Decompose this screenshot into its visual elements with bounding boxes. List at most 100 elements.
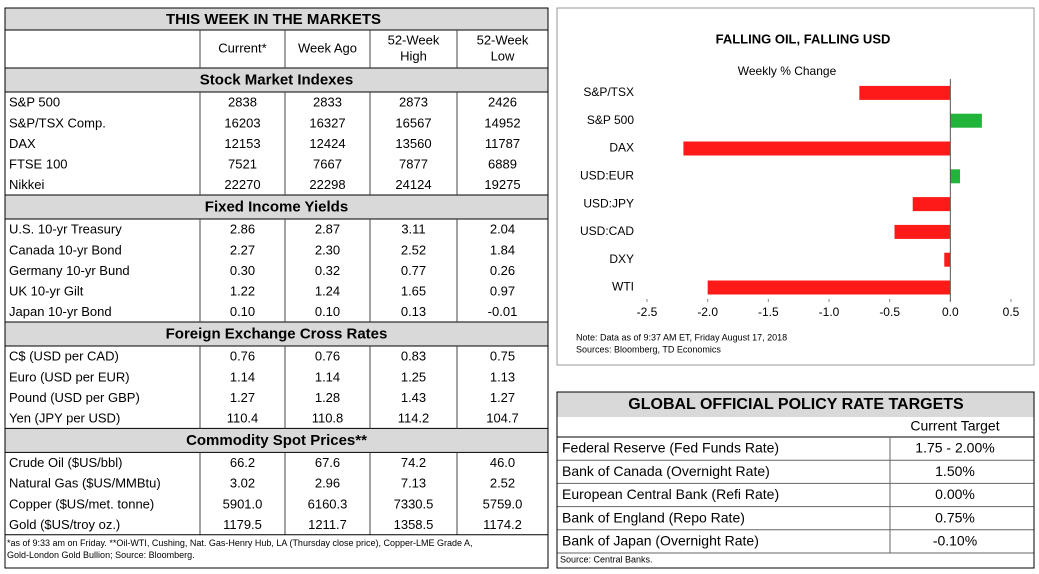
section-title: Foreign Exchange Cross Rates bbox=[166, 325, 388, 342]
cell-value: 0.10 bbox=[230, 304, 255, 319]
cell-value: 1.13 bbox=[490, 369, 515, 384]
row-label: Bank of Japan (Overnight Rate) bbox=[562, 533, 759, 549]
column-header: Low bbox=[491, 48, 515, 63]
row-label: U.S. 10-yr Treasury bbox=[9, 222, 122, 237]
cell-value: -0.01 bbox=[488, 304, 518, 319]
table-border bbox=[4, 7, 549, 569]
cell-value: 0.30 bbox=[230, 263, 255, 278]
cell-value: 1.28 bbox=[315, 390, 340, 405]
chart-note: Sources: Bloomberg, TD Economics bbox=[576, 344, 721, 354]
cell-value: 3.02 bbox=[230, 476, 255, 491]
cell-value: 66.2 bbox=[230, 455, 255, 470]
column-header: Week Ago bbox=[298, 40, 357, 55]
cell-value: 2.52 bbox=[401, 242, 426, 257]
cell-value: 1179.5 bbox=[223, 517, 262, 532]
table-title: GLOBAL OFFICIAL POLICY RATE TARGETS bbox=[628, 396, 964, 413]
cell-value: 1.25 bbox=[401, 369, 426, 384]
bar bbox=[950, 113, 982, 128]
row-label: Japan 10-yr Bond bbox=[9, 304, 112, 319]
cell-value: 0.75% bbox=[935, 509, 975, 525]
row-label: Germany 10-yr Bund bbox=[9, 263, 130, 278]
section-bar bbox=[4, 321, 549, 347]
cell-value: 2.04 bbox=[490, 222, 515, 237]
footnote: Gold-London Gold Bullion; Source: Bloomb… bbox=[7, 550, 195, 560]
row-label: Natural Gas ($US/MMBtu) bbox=[9, 476, 161, 491]
cell-value: 1.14 bbox=[230, 369, 255, 384]
cell-value: 0.26 bbox=[490, 263, 515, 278]
column-header: Current Target bbox=[910, 418, 999, 434]
row-label: S&P/TSX Comp. bbox=[9, 115, 106, 130]
category-label: DAX bbox=[609, 141, 634, 155]
cell-value: 110.4 bbox=[227, 411, 259, 426]
x-tick-label: -0.5 bbox=[879, 305, 900, 319]
row-label: Copper ($US/met. tonne) bbox=[9, 496, 154, 511]
section-bar bbox=[4, 194, 549, 220]
bar bbox=[894, 224, 951, 239]
cell-value: 16203 bbox=[224, 115, 260, 130]
cell-value: 1211.7 bbox=[308, 517, 347, 532]
cell-value: 14952 bbox=[484, 115, 520, 130]
column-header: 52-Week bbox=[477, 32, 529, 47]
cell-value: 46.0 bbox=[490, 455, 515, 470]
category-label: S&P 500 bbox=[587, 113, 634, 127]
cell-value: 22270 bbox=[224, 177, 260, 192]
bar bbox=[950, 169, 961, 184]
cell-value: 6889 bbox=[488, 157, 517, 172]
bar bbox=[859, 85, 951, 100]
cell-value: 0.75 bbox=[490, 349, 515, 364]
cell-value: 1.50% bbox=[935, 463, 975, 479]
cell-value: 2.96 bbox=[315, 476, 340, 491]
category-label: WTI bbox=[612, 280, 634, 294]
cell-value: 11787 bbox=[485, 136, 520, 151]
row-label: Euro (USD per EUR) bbox=[9, 369, 130, 384]
cell-value: 74.2 bbox=[401, 455, 426, 470]
cell-value: 7521 bbox=[228, 157, 257, 172]
cell-value: 0.76 bbox=[315, 349, 340, 364]
table-border bbox=[556, 391, 1035, 569]
cell-value: 2873 bbox=[399, 95, 428, 110]
section-bar bbox=[4, 427, 549, 453]
cell-value: 1.27 bbox=[230, 390, 255, 405]
chart-frame bbox=[556, 7, 1035, 366]
category-label: USD:CAD bbox=[580, 224, 634, 238]
column-header: Current* bbox=[218, 40, 266, 55]
bar bbox=[912, 197, 951, 212]
row-label: European Central Bank (Refi Rate) bbox=[562, 486, 779, 502]
row-label: Canada 10-yr Bond bbox=[9, 242, 122, 257]
row-label: Yen (JPY per USD) bbox=[9, 411, 120, 426]
cell-value: 2.52 bbox=[490, 476, 515, 491]
category-label: S&P/TSX bbox=[583, 85, 634, 99]
cell-value: 16327 bbox=[309, 115, 345, 130]
cell-value: 0.97 bbox=[490, 284, 515, 299]
cell-value: 1.24 bbox=[315, 284, 340, 299]
cell-value: 0.00% bbox=[935, 486, 975, 502]
cell-value: 0.32 bbox=[315, 263, 340, 278]
cell-value: 6160.3 bbox=[308, 496, 348, 511]
cell-value: 22298 bbox=[309, 177, 345, 192]
cell-value: 1.84 bbox=[490, 242, 515, 257]
category-label: USD:EUR bbox=[580, 168, 634, 182]
cell-value: 24124 bbox=[395, 177, 431, 192]
category-label: USD:JPY bbox=[583, 196, 634, 210]
row-label: Federal Reserve (Fed Funds Rate) bbox=[562, 440, 779, 456]
cell-value: 1.43 bbox=[401, 390, 426, 405]
column-header: High bbox=[400, 48, 427, 63]
cell-value: 114.2 bbox=[398, 411, 430, 426]
cell-value: 0.10 bbox=[315, 304, 340, 319]
cell-value: -0.10% bbox=[933, 533, 977, 549]
cell-value: 12153 bbox=[224, 136, 260, 151]
row-label: Nikkei bbox=[9, 177, 45, 192]
cell-value: 7667 bbox=[313, 157, 342, 172]
cell-value: 7877 bbox=[399, 157, 428, 172]
title-bar bbox=[557, 392, 1034, 417]
cell-value: 2.87 bbox=[315, 222, 340, 237]
cell-value: 1.65 bbox=[401, 284, 426, 299]
cell-value: 19275 bbox=[484, 177, 520, 192]
cell-value: 16567 bbox=[395, 115, 431, 130]
section-title: Commodity Spot Prices** bbox=[186, 432, 367, 449]
row-label: DAX bbox=[9, 136, 36, 151]
cell-value: 2833 bbox=[313, 95, 342, 110]
cell-value: 0.77 bbox=[401, 263, 426, 278]
cell-value: 7330.5 bbox=[394, 496, 434, 511]
